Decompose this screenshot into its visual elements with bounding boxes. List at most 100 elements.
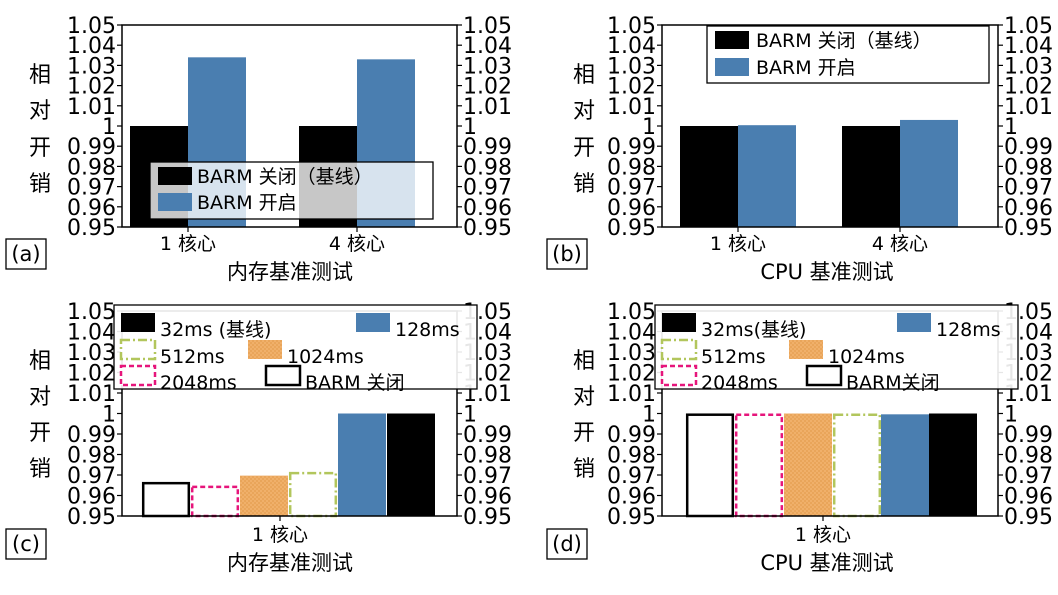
x-category-label: 1 核心 [710, 233, 766, 255]
bar-dashdot-green [288, 471, 338, 518]
y-tick-label-left: 1.05 [607, 14, 656, 39]
y-tick-label-left: 0.99 [607, 135, 656, 160]
x-category-label: 1 核心 [252, 524, 308, 546]
y-tick-label-left: 1.03 [67, 54, 116, 79]
chart-panel-c: 0.95 0.950.96 0.960.97 0.970.98 0.980.99 0.99… [5, 300, 512, 575]
y-tick-label-right: 0.96 [1004, 196, 1053, 221]
y-tick-label-left: 0.96 [67, 485, 116, 510]
y-axis-label-char: 开 [573, 136, 595, 161]
legend-label-off: BARM 关闭（基线） [756, 30, 932, 52]
y-tick-label-left: 1.01 [67, 382, 116, 407]
legend-swatch-off [715, 31, 749, 49]
y-axis-label-char: 相 [29, 63, 51, 88]
y-tick-label-right: 0.99 [1004, 135, 1053, 160]
y-tick-label-left: 1 [642, 115, 656, 140]
x-category-label: 1 核心 [795, 524, 851, 546]
bar-off-1 [842, 126, 900, 227]
chart-panel-b: 0.95 0.950.96 0.960.97 0.970.98 0.980.99 0.99… [546, 14, 1053, 284]
y-tick-label-right: 0.97 [463, 176, 512, 201]
y-tick-label-left: 1 [102, 115, 116, 140]
y-tick-label-right: 0.96 [1004, 485, 1053, 510]
y-tick-label-left: 0.98 [607, 155, 656, 180]
y-tick-label-left: 0.96 [67, 196, 116, 221]
y-axis-label-char: 销 [29, 172, 51, 197]
legend-label-blue: 128ms [936, 319, 1001, 341]
legend-label-on: BARM 开启 [197, 192, 297, 214]
y-tick-label-left: 0.95 [67, 216, 116, 241]
y-tick-label-left: 0.98 [67, 444, 116, 469]
legend: 32ms (基线) 128ms 512ms 1024ms 2048ms BARM 关闭 [113, 304, 478, 394]
legend-label-dashed-magenta: 2048ms [160, 372, 237, 394]
legend-label-dashed-magenta: 2048ms [701, 372, 778, 394]
bar-dashdot-green [832, 413, 882, 518]
y-tick-label-left: 1.04 [607, 321, 656, 346]
y-tick-label-right: 0.96 [463, 485, 512, 510]
y-axis-label-char: 开 [29, 421, 51, 446]
y-tick-label-left: 1.05 [607, 300, 656, 325]
y-tick-label-right: 0.97 [1004, 176, 1053, 201]
legend-swatch-orange [248, 340, 282, 359]
legend-swatch-on [158, 193, 192, 211]
y-tick-label-right: 0.99 [463, 423, 512, 448]
legend-box [149, 161, 434, 220]
legend-label-outline: BARM关闭 [846, 372, 940, 394]
x-category-label: 1 核心 [160, 233, 216, 255]
y-axis-label-char: 开 [573, 421, 595, 446]
legend-label-blue: 128ms [395, 319, 460, 341]
y-tick-label-right: 0.98 [1004, 444, 1053, 469]
y-tick-label-left: 1.02 [67, 362, 116, 387]
legend-label-black: 32ms(基线) [701, 319, 806, 341]
y-tick-label-left: 0.97 [67, 464, 116, 489]
legend-swatch-dashed-magenta [660, 364, 698, 387]
panel-label-box [546, 238, 588, 270]
panel-label: (d) [552, 532, 582, 556]
legend-swatch-blue [356, 313, 390, 332]
y-tick-label-left: 0.96 [607, 196, 656, 221]
bar-orange [240, 475, 288, 516]
y-tick-label-right: 1.02 [463, 75, 512, 100]
panel-label: (a) [11, 242, 40, 266]
y-tick-label-right: 0.97 [1004, 464, 1053, 489]
y-tick-label-right: 1 [463, 403, 477, 428]
legend-swatch-outline [264, 364, 302, 387]
y-axis-label-char: 对 [29, 99, 51, 124]
y-tick-label-left: 1.04 [607, 34, 656, 59]
y-tick-label-right: 0.99 [463, 135, 512, 160]
y-tick-label-left: 0.98 [607, 444, 656, 469]
y-tick-label-left: 1.01 [67, 95, 116, 120]
y-axis-label-char: 销 [573, 172, 595, 197]
y-tick-label-right: 0.99 [1004, 423, 1053, 448]
y-tick-label-left: 1.05 [67, 300, 116, 325]
y-tick-label-left: 1.02 [607, 362, 656, 387]
legend-label-orange: 1024ms [287, 346, 364, 368]
x-axis-label: 内存基准测试 [227, 551, 353, 575]
y-tick-label-right: 1.03 [1004, 54, 1053, 79]
y-tick-label-right: 0.95 [1004, 216, 1053, 241]
y-tick-label-right: 1.01 [463, 95, 512, 120]
legend-swatch-on [715, 58, 749, 76]
y-tick-label-left: 1.02 [607, 75, 656, 100]
y-tick-label-right: 1 [463, 115, 477, 140]
y-tick-label-left: 1 [102, 403, 116, 428]
legend-label-outline: BARM 关闭 [305, 372, 405, 394]
y-axis-label-char: 开 [29, 136, 51, 161]
y-tick-label-right: 0.98 [463, 155, 512, 180]
y-axis-label-char: 对 [573, 99, 595, 124]
y-axis-label-char: 对 [29, 385, 51, 410]
y-tick-label-right: 0.98 [463, 444, 512, 469]
y-tick-label-right: 0.95 [463, 505, 512, 530]
y-tick-label-left: 1.03 [67, 341, 116, 366]
y-tick-label-left: 1.01 [607, 95, 656, 120]
legend: 32ms(基线) 128ms 512ms 1024ms 2048ms BARM关闭 [654, 304, 1019, 394]
legend-label-on: BARM 开启 [756, 57, 856, 79]
y-tick-label-left: 0.95 [67, 505, 116, 530]
bar-on-1 [900, 119, 958, 227]
bar-off-0 [680, 126, 738, 227]
y-tick-label-right: 1.01 [1004, 95, 1053, 120]
x-axis-label: CPU 基准测试 [760, 260, 893, 284]
y-axis-label-char: 相 [573, 349, 595, 374]
